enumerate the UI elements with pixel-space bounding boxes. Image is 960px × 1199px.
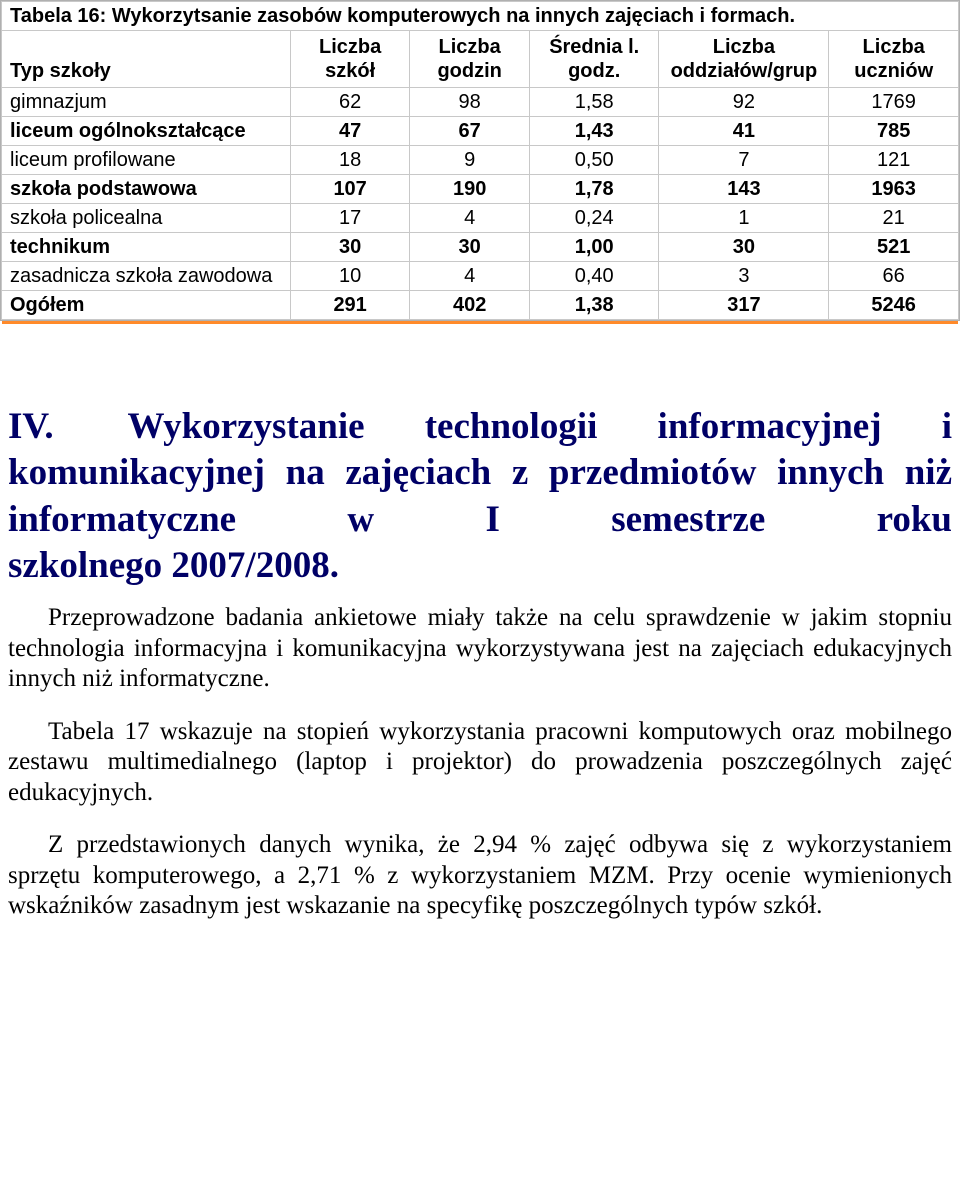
section-heading: IV. Wykorzystanie technologii informacyj…	[8, 404, 952, 589]
cell-value: 1769	[829, 88, 959, 117]
table-row: liceum profilowane1890,507121	[2, 146, 959, 175]
heading-line: informatyczne w I semestrze roku	[8, 499, 952, 540]
paragraph: Tabela 17 wskazuje na stopień wykorzysta…	[8, 717, 952, 809]
cell-value: 62	[290, 88, 410, 117]
table-row: szkoła policealna1740,24121	[2, 204, 959, 233]
cell-value: 9	[410, 146, 530, 175]
cell-value: 1,00	[529, 233, 659, 262]
table-16: Tabela 16: Wykorzytsanie zasobów kompute…	[0, 0, 960, 321]
cell-value: 4	[410, 262, 530, 291]
cell-value: 402	[410, 291, 530, 320]
cell-value: 1,43	[529, 117, 659, 146]
cell-value: 521	[829, 233, 959, 262]
heading-line: Wykorzystanie technologii	[128, 406, 598, 447]
table-row: szkoła podstawowa1071901,781431963	[2, 175, 959, 204]
cell-value: 107	[290, 175, 410, 204]
cell-value: 18	[290, 146, 410, 175]
cell-value: 10	[290, 262, 410, 291]
cell-value: 121	[829, 146, 959, 175]
col-students: Liczba uczniów	[829, 31, 959, 88]
col-label: Liczba szkół	[319, 36, 381, 82]
cell-value: 30	[290, 233, 410, 262]
cell-value: 0,40	[529, 262, 659, 291]
cell-value: 67	[410, 117, 530, 146]
cell-value: 7	[659, 146, 829, 175]
col-label: Liczba godzin	[437, 36, 501, 82]
cell-value: 0,50	[529, 146, 659, 175]
cell-value: 1,78	[529, 175, 659, 204]
cell-value: 143	[659, 175, 829, 204]
col-groups: Liczba oddziałów/grup	[659, 31, 829, 88]
col-label: Liczba oddziałów/grup	[671, 36, 818, 82]
table-row: technikum30301,0030521	[2, 233, 959, 262]
row-label: technikum	[2, 233, 291, 262]
cell-value: 3	[659, 262, 829, 291]
col-schools: Liczba szkół	[290, 31, 410, 88]
table-row: liceum ogólnokształcące47671,4341785	[2, 117, 959, 146]
cell-value: 0,24	[529, 204, 659, 233]
row-label: liceum profilowane	[2, 146, 291, 175]
row-label: gimnazjum	[2, 88, 291, 117]
cell-value: 5246	[829, 291, 959, 320]
cell-value: 30	[410, 233, 530, 262]
cell-value: 1,58	[529, 88, 659, 117]
col-avg: Średnia l. godz.	[529, 31, 659, 88]
row-label: szkoła podstawowa	[2, 175, 291, 204]
col-hours: Liczba godzin	[410, 31, 530, 88]
cell-value: 1963	[829, 175, 959, 204]
table-row: zasadnicza szkoła zawodowa1040,40366	[2, 262, 959, 291]
col-type: Typ szkoły	[2, 31, 291, 88]
table-body: gimnazjum62981,58921769liceum ogólnokszt…	[2, 88, 959, 320]
cell-value: 47	[290, 117, 410, 146]
paragraph: Przeprowadzone badania ankietowe miały t…	[8, 603, 952, 695]
heading-last-line: szkolnego 2007/2008.	[8, 543, 952, 589]
cell-value: 92	[659, 88, 829, 117]
col-label: Średnia l. godz.	[549, 36, 639, 82]
col-label: Typ szkoły	[10, 60, 111, 82]
cell-value: 785	[829, 117, 959, 146]
row-label: liceum ogólnokształcące	[2, 117, 291, 146]
cell-value: 66	[829, 262, 959, 291]
table-row: gimnazjum62981,58921769	[2, 88, 959, 117]
document-body: IV. Wykorzystanie technologii informacyj…	[0, 324, 960, 984]
cell-value: 98	[410, 88, 530, 117]
cell-value: 21	[829, 204, 959, 233]
data-table: Tabela 16: Wykorzytsanie zasobów kompute…	[1, 1, 959, 320]
table-row: Ogółem2914021,383175246	[2, 291, 959, 320]
cell-value: 30	[659, 233, 829, 262]
row-label: zasadnicza szkoła zawodowa	[2, 262, 291, 291]
cell-value: 17	[290, 204, 410, 233]
cell-value: 190	[410, 175, 530, 204]
row-label: szkoła policealna	[2, 204, 291, 233]
cell-value: 1	[659, 204, 829, 233]
cell-value: 41	[659, 117, 829, 146]
section-number: IV.	[8, 404, 68, 450]
cell-value: 317	[659, 291, 829, 320]
table-title-row: Tabela 16: Wykorzytsanie zasobów kompute…	[2, 2, 959, 31]
cell-value: 4	[410, 204, 530, 233]
paragraph: Z przedstawionych danych wynika, że 2,94…	[8, 830, 952, 922]
col-label: Liczba uczniów	[854, 36, 933, 82]
cell-value: 1,38	[529, 291, 659, 320]
table-title: Tabela 16: Wykorzytsanie zasobów kompute…	[2, 2, 959, 31]
cell-value: 291	[290, 291, 410, 320]
heading-line: zajęciach z przedmiotów innych niż	[345, 452, 952, 493]
row-label: Ogółem	[2, 291, 291, 320]
table-header: Typ szkoły Liczba szkół Liczba godzin Śr…	[2, 31, 959, 88]
